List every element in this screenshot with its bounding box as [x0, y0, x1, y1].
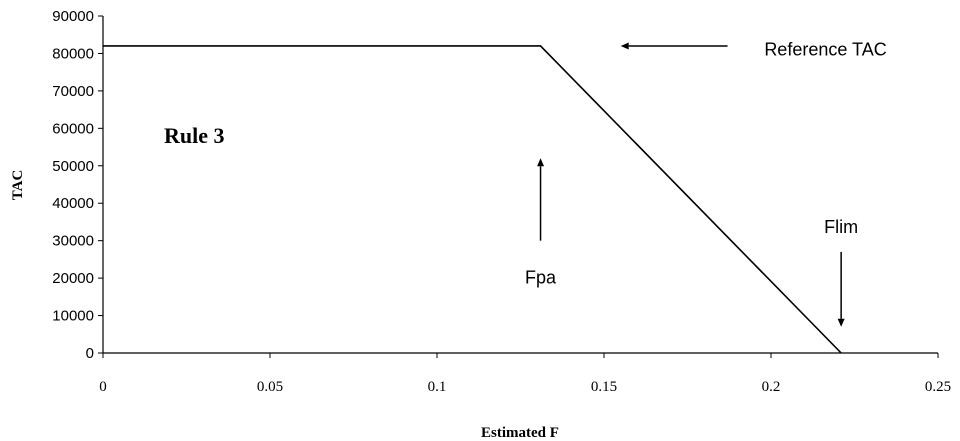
- x-tick-label: 0.25: [925, 379, 951, 395]
- y-tick-label: 80000: [52, 45, 94, 62]
- y-tick-labels: 0 10000 20000 30000 40000 50000 60000 70000 8000…: [52, 8, 94, 362]
- tac-line: [103, 45, 842, 354]
- y-tick-label: 30000: [52, 233, 94, 250]
- rule-label: Rule 3: [164, 123, 225, 148]
- axes: [98, 15, 939, 358]
- x-tick-label: 0.15: [591, 379, 617, 395]
- y-tick-label: 60000: [52, 120, 94, 137]
- flim-arrowhead: [837, 318, 845, 327]
- fpa-arrowhead: [537, 158, 545, 167]
- x-tick-labels: 0 0.05 0.1 0.15 0.2 0.25: [99, 379, 951, 395]
- x-tick-label: 0.2: [762, 379, 781, 395]
- y-tick-label: 20000: [52, 270, 94, 287]
- x-tick-label: 0: [99, 379, 107, 395]
- x-tick-label: 0.05: [257, 379, 283, 395]
- reference-tac-arrowhead: [620, 42, 629, 50]
- series-layer: [103, 45, 842, 354]
- y-tick-label: 10000: [52, 308, 94, 325]
- reference-tac-label: Reference TAC: [764, 39, 886, 59]
- y-tick-label: 90000: [52, 8, 94, 25]
- fpa-label: Fpa: [525, 268, 557, 288]
- y-tick-label: 0: [86, 345, 94, 362]
- flim-label: Flim: [824, 217, 858, 237]
- y-axis-title: TAC: [10, 170, 26, 201]
- annotations: Reference TAC Fpa Flim: [525, 39, 887, 327]
- y-tick-label: 70000: [52, 83, 94, 100]
- x-axis-title: Estimated F: [481, 425, 559, 441]
- y-tick-label: 50000: [52, 158, 94, 175]
- y-tick-label: 40000: [52, 195, 94, 212]
- x-tick-label: 0.1: [428, 379, 447, 395]
